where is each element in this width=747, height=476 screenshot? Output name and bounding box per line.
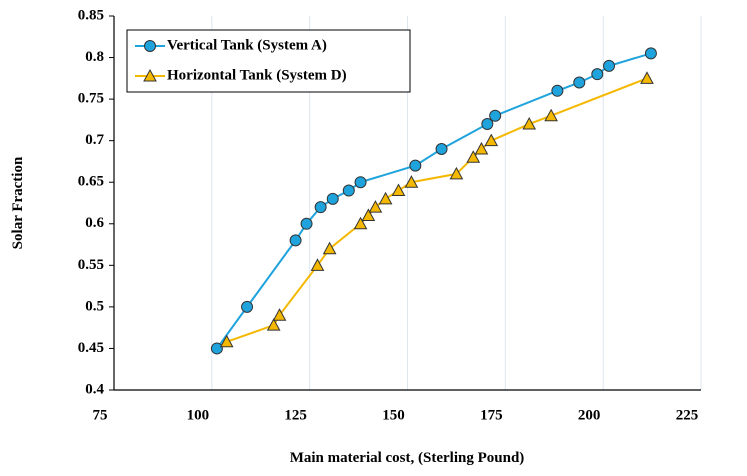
y-tick-label: 0.55 — [78, 257, 104, 273]
marker — [409, 159, 422, 172]
legend-box — [126, 29, 411, 93]
marker — [310, 258, 325, 271]
marker — [435, 142, 448, 155]
marker — [640, 71, 654, 84]
x-tick-label: 225 — [676, 407, 699, 423]
marker — [544, 108, 558, 122]
marker — [474, 141, 489, 155]
legend-marker — [143, 68, 157, 82]
marker — [551, 84, 564, 97]
marker — [378, 191, 393, 205]
marker — [322, 241, 337, 255]
legend-marker — [144, 40, 156, 52]
marker — [573, 76, 586, 89]
marker — [289, 234, 302, 247]
marker — [391, 183, 406, 197]
marker — [241, 300, 254, 313]
marker — [219, 334, 234, 348]
marker — [326, 192, 339, 205]
x-tick-label: 200 — [578, 407, 601, 423]
marker — [644, 47, 657, 60]
x-axis-label: Main material cost, (Sterling Pound) — [290, 450, 525, 466]
x-tick-label: 175 — [480, 407, 503, 423]
marker — [481, 118, 494, 131]
y-tick-label: 0.45 — [78, 340, 104, 356]
marker — [361, 208, 376, 221]
marker — [368, 200, 383, 213]
marker — [314, 201, 327, 214]
y-tick-label: 0.7 — [85, 132, 104, 148]
y-tick-label: 0.65 — [78, 174, 104, 190]
marker — [466, 150, 481, 163]
marker — [522, 116, 537, 130]
marker — [603, 59, 616, 72]
series-line — [226, 77, 648, 343]
marker — [354, 176, 367, 189]
x-tick-label: 100 — [187, 407, 210, 423]
y-tick-label: 0.75 — [78, 91, 104, 107]
x-tick-label: 150 — [382, 407, 405, 423]
marker — [484, 133, 499, 147]
marker — [210, 342, 223, 355]
marker — [300, 217, 313, 230]
y-axis-label: Solar Fraction — [10, 156, 26, 249]
marker — [272, 308, 287, 321]
y-tick-label: 0.5 — [85, 298, 104, 314]
x-tick-label: 75 — [93, 407, 108, 423]
marker — [489, 109, 502, 122]
marker — [449, 166, 464, 180]
marker — [342, 184, 355, 197]
marker — [353, 216, 368, 230]
y-tick-label: 0.85 — [78, 7, 104, 23]
x-tick-label: 125 — [284, 407, 307, 423]
y-tick-label: 0.4 — [85, 381, 104, 397]
legend-label: Vertical Tank (System A) — [167, 37, 327, 53]
marker — [266, 318, 281, 331]
series-line — [216, 52, 652, 350]
legend-label: Horizontal Tank (System D) — [167, 67, 347, 83]
y-tick-label: 0.6 — [85, 215, 104, 231]
y-tick-label: 0.8 — [85, 49, 104, 65]
marker — [404, 175, 419, 188]
marker — [591, 68, 604, 81]
